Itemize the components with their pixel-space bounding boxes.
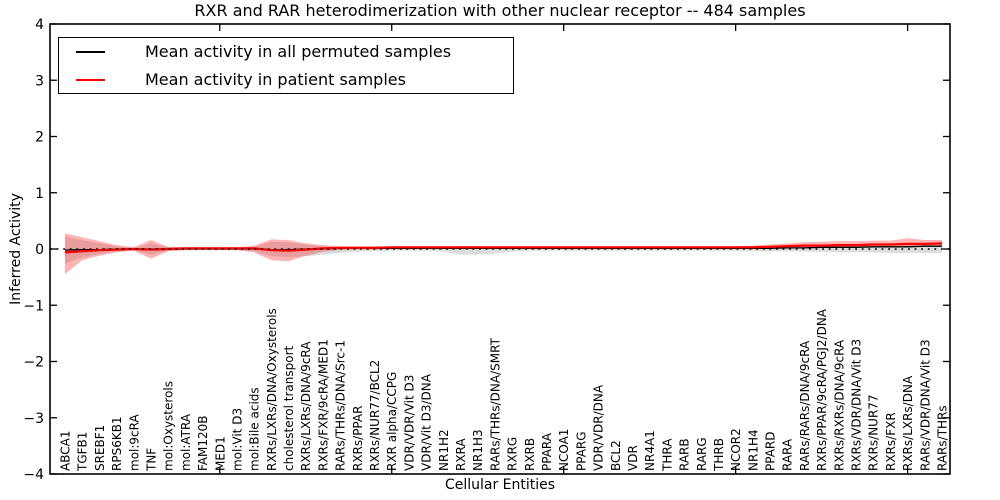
x-tick-label: THRB: [712, 438, 726, 472]
patient-samples-std-band: [65, 233, 942, 275]
y-tick-label: −4: [23, 467, 44, 483]
x-tick-label: RXRs/NUR77/BCL2: [368, 360, 382, 471]
y-tick-label: −3: [23, 411, 44, 427]
legend-line-black: [76, 50, 105, 53]
x-tick-label: RARs/THRs: [936, 405, 950, 471]
y-tick-label: 3: [35, 73, 44, 89]
legend: Mean activity in all permuted samples Me…: [58, 37, 514, 94]
x-tick-label: mol:ATRA: [179, 413, 193, 471]
x-tick-label: RARs/THRs/DNA/SMRT: [488, 337, 502, 471]
x-tick-label: mol:9cRA: [127, 414, 141, 471]
x-tick-label: NCOA1: [557, 429, 571, 471]
x-tick-label: RXRs/VDR/DNA/Vit D3: [850, 339, 864, 471]
x-tick-label: NCOR2: [729, 428, 743, 471]
y-tick-label: 0: [35, 242, 44, 258]
x-tick-label: RXRs/PPAR/9cRA/PGJ2/DNA: [815, 308, 829, 471]
x-tick-label: NR4A1: [643, 430, 657, 471]
x-tick-label: NR1H2: [437, 429, 451, 471]
x-tick-label: RXRs/LXRs/DNA/Oxysterols: [265, 308, 279, 471]
x-tick-label: NR1H3: [471, 429, 485, 471]
x-tick-label: SREBF1: [93, 425, 107, 471]
x-tick-label: RXRs/LXRs/DNA/9cRA: [299, 341, 313, 471]
line-patient-mean: [64, 242, 943, 254]
y-tick-label: 4: [35, 17, 44, 33]
x-tick-label: RARs/RARs/DNA/9cRA: [798, 340, 812, 471]
x-tick-label: BCL2: [609, 440, 623, 471]
x-tick-label: mol:Vit D3: [231, 408, 245, 471]
x-tick-label: RXRs/FXR: [884, 412, 898, 471]
permuted-samples-std-band: [65, 236, 942, 264]
x-tick-label: RARs/THRs/DNA/Src-1: [334, 340, 348, 471]
x-tick-label: PPARG: [574, 431, 588, 471]
x-tick-label: RXRs/NUR77: [867, 394, 881, 471]
y-tick-label: 2: [35, 130, 44, 146]
legend-item-patient: Mean activity in patient samples: [59, 69, 513, 91]
y-tick-label: −2: [23, 355, 44, 371]
x-tick-label: RXR alpha/CCPG: [385, 372, 399, 471]
x-tick-label: PPARA: [540, 432, 554, 471]
x-tick-label: RARs/VDR/DNA/Vit D3: [918, 339, 932, 471]
legend-label: Mean activity in all permuted samples: [145, 42, 452, 61]
x-tick-label: RXRs/LXRs/DNA: [901, 375, 915, 471]
x-tick-label: RPS6KB1: [110, 416, 124, 471]
x-tick-label: ABCA1: [59, 431, 73, 471]
y-tick-label: −1: [23, 298, 44, 314]
x-tick-label: VDR/VDR/DNA: [592, 384, 606, 471]
x-tick-label: RXRs/PPAR: [351, 406, 365, 471]
x-tick-label: RXRA: [454, 438, 468, 471]
x-tick-label: PPARD: [764, 432, 778, 472]
x-tick-label: mol:Oxysterols: [162, 381, 176, 471]
x-tick-label: RARG: [695, 437, 709, 471]
x-tick-label: RXRG: [506, 437, 520, 471]
x-tick-label: RXRB: [523, 438, 537, 471]
x-tick-label: RXRs/FXR/9cRA/MED1: [316, 339, 330, 471]
legend-label: Mean activity in patient samples: [145, 70, 406, 89]
chart-title: RXR and RAR heterodimerization with othe…: [194, 1, 806, 20]
x-tick-label: TNF: [145, 448, 159, 472]
x-tick-label: MED1: [213, 436, 227, 471]
y-axis-label: Inferred Activity: [8, 193, 24, 305]
legend-item-permuted: Mean activity in all permuted samples: [59, 41, 513, 63]
x-tick-label: VDR/Vit D3/DNA: [420, 373, 434, 471]
x-tick-label: VDR/VDR/Vit D3: [402, 375, 416, 471]
x-tick-label: RXRs/RXRs/DNA/9cRA: [832, 339, 846, 471]
x-tick-label: FAM120B: [196, 416, 210, 472]
x-axis-label: Cellular Entities: [444, 477, 556, 493]
x-tick-label: RARA: [781, 438, 795, 471]
x-tick-label: VDR: [626, 445, 640, 471]
legend-line-red: [76, 78, 105, 81]
x-tick-label: RARB: [678, 438, 692, 471]
x-tick-label: mol:Bile acids: [248, 387, 262, 471]
x-tick-label: cholesterol transport: [282, 345, 296, 471]
x-tick-label: TGFB1: [76, 432, 90, 472]
x-tick-label: NR1H4: [746, 429, 760, 471]
x-tick-label: THRA: [660, 438, 674, 472]
y-tick-label: 1: [35, 186, 44, 202]
